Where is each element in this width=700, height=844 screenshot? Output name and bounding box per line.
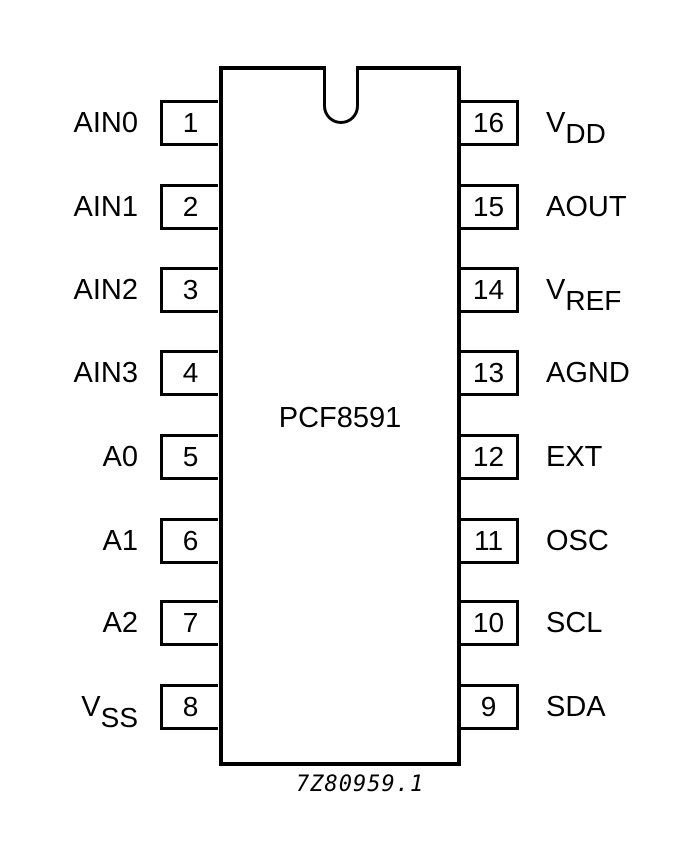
pin-label: AIN2	[74, 267, 138, 313]
part-name: PCF8591	[278, 402, 402, 434]
pin-name: AIN2	[73, 274, 138, 306]
pin-number-box: 8	[160, 684, 218, 730]
pin-name: AIN3	[73, 357, 138, 389]
drawing-reference: 7Z80959.1	[296, 772, 425, 797]
pin-number-box: 2	[160, 184, 218, 230]
pin-label: A1	[103, 518, 138, 564]
pin-name-subscript: DD	[565, 118, 606, 149]
pin-name: V	[81, 691, 101, 723]
pin-name: SCL	[546, 607, 603, 639]
pin-name-subscript: SS	[100, 702, 138, 733]
pin-name: AIN0	[73, 107, 138, 139]
pin-name-subscript: REF	[565, 285, 622, 316]
pin-label: EXT	[546, 434, 602, 480]
pin-label: SDA	[546, 684, 606, 730]
pin-number-box: 15	[461, 184, 519, 230]
pin-label: AIN3	[74, 350, 138, 396]
pin-name: A0	[102, 441, 138, 473]
pin-number-box: 7	[160, 600, 218, 646]
pin-number-box: 12	[461, 434, 519, 480]
pin-name: AIN1	[73, 191, 138, 223]
pin-number-box: 5	[160, 434, 218, 480]
pin-name: A1	[102, 525, 138, 557]
pin-label: SCL	[546, 600, 602, 646]
pin-label: AGND	[546, 350, 630, 396]
pin-name: AGND	[546, 357, 630, 389]
pin-number-box: 14	[461, 267, 519, 313]
pin-label: AOUT	[546, 184, 627, 230]
pin-name: EXT	[546, 441, 603, 473]
pin1-notch	[323, 66, 359, 124]
pin-label: AIN1	[74, 184, 138, 230]
pin-label: VREF	[546, 267, 622, 316]
pin-name: OSC	[546, 525, 609, 557]
pin-label: A0	[103, 434, 138, 480]
chip-body: PCF8591	[219, 66, 461, 766]
pin-name: V	[546, 107, 566, 139]
pin-name: V	[546, 274, 566, 306]
pin-number-box: 10	[461, 600, 519, 646]
pin-number-box: 16	[461, 100, 519, 146]
pin-number-box: 4	[160, 350, 218, 396]
pin-number-box: 9	[461, 684, 519, 730]
pin-label: AIN0	[74, 100, 138, 146]
pin-label: VDD	[546, 100, 606, 149]
pin-label: VSS	[81, 684, 138, 733]
pin-name: AOUT	[546, 191, 627, 223]
pin-name: SDA	[546, 691, 606, 723]
pin-number-box: 3	[160, 267, 218, 313]
pin-number-box: 6	[160, 518, 218, 564]
pin-name: A2	[102, 607, 138, 639]
pin-number-box: 11	[461, 518, 519, 564]
pin-label: A2	[103, 600, 138, 646]
pin-label: OSC	[546, 518, 609, 564]
pin-number-box: 13	[461, 350, 519, 396]
pin-number-box: 1	[160, 100, 218, 146]
